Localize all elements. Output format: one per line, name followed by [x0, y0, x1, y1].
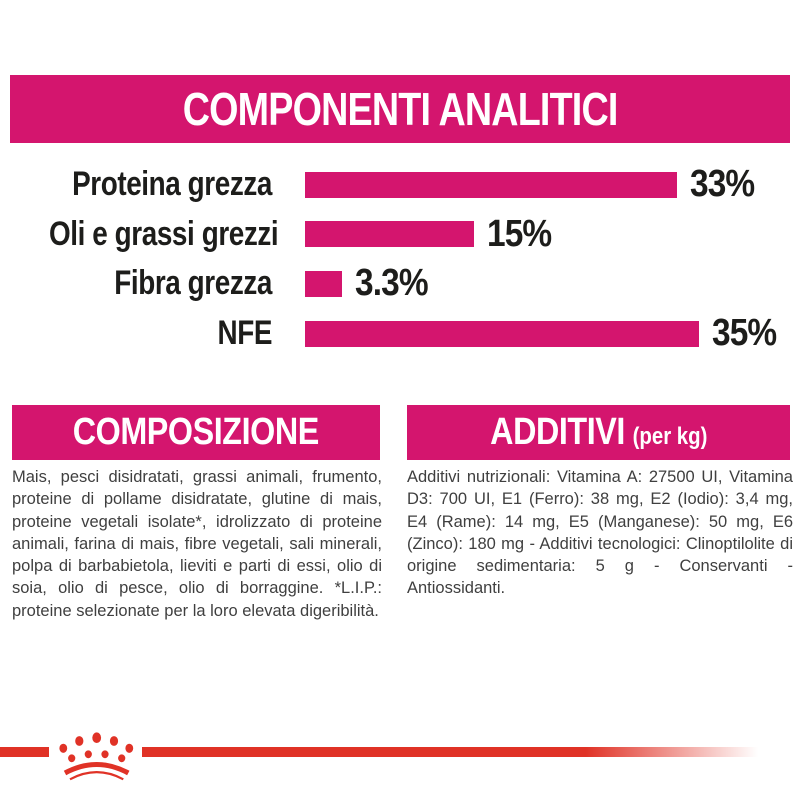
- chart-row: Oli e grassi grezzi 15%: [0, 210, 800, 260]
- bar-label: Oli e grassi grezzi: [48, 214, 279, 253]
- analytical-title-band: COMPONENTI ANALITICI: [10, 75, 790, 143]
- bar: [305, 320, 700, 347]
- bar: [305, 171, 677, 198]
- bar-label: Fibra grezza: [114, 264, 273, 303]
- bar-value-label: 33%: [689, 163, 755, 206]
- bar-value-label: 35%: [712, 312, 777, 355]
- bar: [305, 270, 343, 297]
- additives-text: Additivi nutrizionali: Vitamina A: 27500…: [407, 468, 793, 598]
- chart-row: NFE 35%: [0, 309, 800, 359]
- analytical-bar-chart: Proteina grezza 33% Oli e grassi grezzi 15%…: [0, 160, 800, 358]
- bar-value-label: 3.3%: [355, 262, 429, 305]
- composition-text: Mais, pesci disidratati, grassi animali,…: [12, 468, 382, 620]
- royal-canin-crown-icon: [59, 732, 134, 781]
- bar-label: Proteina grezza: [72, 165, 272, 204]
- bar: [305, 221, 475, 248]
- chart-row: Proteina grezza 33%: [0, 160, 800, 210]
- composizione-title: COMPOSIZIONE: [72, 411, 320, 453]
- bar-label: NFE: [217, 314, 272, 353]
- chart-row: Fibra grezza 3.3%: [0, 259, 800, 309]
- composizione-header-band: COMPOSIZIONE: [12, 405, 380, 460]
- analytical-title: COMPONENTI ANALITICI: [182, 83, 619, 135]
- bar-value-label: 15%: [487, 212, 552, 255]
- footer-rule-right: [142, 747, 758, 757]
- additivi-title-suffix: (per kg): [632, 423, 708, 450]
- footer-rule-left: [0, 747, 49, 757]
- additivi-title: ADDITIVI: [489, 411, 625, 453]
- additivi-header-band: ADDITIVI (per kg): [407, 405, 790, 460]
